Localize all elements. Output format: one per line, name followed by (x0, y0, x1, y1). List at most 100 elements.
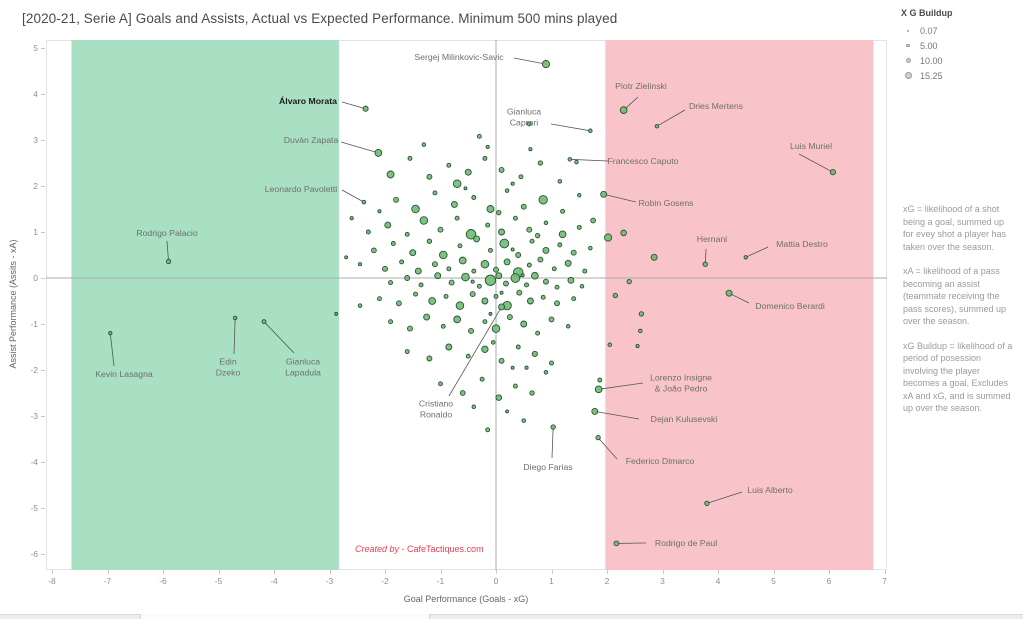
data-point[interactable] (535, 330, 541, 336)
data-point[interactable] (446, 266, 452, 272)
data-point[interactable] (619, 106, 628, 114)
data-point[interactable] (476, 133, 482, 139)
data-point[interactable] (574, 159, 579, 165)
data-point[interactable] (543, 278, 549, 285)
data-point[interactable] (570, 249, 577, 256)
data-point[interactable] (448, 279, 455, 286)
data-point[interactable] (473, 235, 481, 243)
data-point[interactable] (491, 324, 501, 333)
data-point[interactable] (725, 289, 733, 297)
data-point[interactable] (498, 228, 505, 236)
data-point[interactable] (528, 147, 533, 152)
data-point[interactable] (404, 231, 410, 237)
data-point[interactable] (526, 262, 532, 268)
data-point[interactable] (440, 323, 446, 329)
data-point[interactable] (377, 209, 382, 214)
data-point[interactable] (482, 155, 488, 161)
data-point[interactable] (384, 221, 392, 229)
data-point[interactable] (498, 166, 505, 173)
data-point[interactable] (371, 247, 377, 254)
data-point[interactable] (565, 324, 571, 329)
data-point[interactable] (445, 343, 453, 351)
data-point[interactable] (409, 249, 417, 257)
data-point[interactable] (595, 434, 601, 441)
data-point[interactable] (495, 394, 503, 401)
data-point[interactable] (488, 311, 493, 316)
size-legend-item[interactable]: 15.25 (901, 68, 1016, 83)
data-point[interactable] (534, 233, 541, 239)
data-point[interactable] (471, 404, 477, 410)
data-point[interactable] (505, 409, 510, 414)
data-point[interactable] (395, 300, 402, 307)
data-point[interactable] (549, 360, 554, 366)
data-point[interactable] (582, 268, 588, 274)
data-point[interactable] (423, 313, 431, 321)
data-point[interactable] (459, 390, 466, 396)
data-point[interactable] (465, 229, 477, 240)
data-point[interactable] (386, 170, 395, 179)
data-point[interactable] (476, 283, 482, 289)
data-point[interactable] (488, 247, 493, 253)
data-point[interactable] (520, 320, 528, 328)
data-point[interactable] (571, 296, 577, 302)
data-point[interactable] (577, 193, 582, 198)
data-point[interactable] (438, 381, 443, 387)
data-point[interactable] (554, 284, 560, 290)
data-point[interactable] (540, 294, 546, 300)
data-point[interactable] (484, 274, 497, 286)
data-point[interactable] (388, 319, 393, 325)
data-point[interactable] (542, 246, 550, 254)
data-point[interactable] (334, 311, 339, 316)
data-point[interactable] (638, 311, 645, 317)
data-point[interactable] (498, 303, 505, 311)
data-point[interactable] (432, 261, 438, 268)
data-point[interactable] (557, 179, 563, 184)
data-point[interactable] (538, 195, 548, 205)
data-point[interactable] (490, 340, 496, 345)
data-point[interactable] (165, 258, 172, 265)
data-point[interactable] (357, 303, 363, 308)
data-point[interactable] (437, 226, 444, 233)
data-point[interactable] (541, 60, 551, 69)
data-point[interactable] (450, 200, 458, 208)
data-point[interactable] (499, 290, 504, 295)
data-point[interactable] (558, 230, 567, 239)
data-point[interactable] (554, 300, 560, 307)
data-point[interactable] (588, 245, 593, 251)
data-point[interactable] (463, 186, 468, 191)
data-point[interactable] (393, 196, 400, 203)
data-point[interactable] (232, 315, 238, 321)
data-point[interactable] (620, 229, 627, 237)
data-point[interactable] (557, 242, 563, 248)
data-point[interactable] (485, 427, 491, 433)
data-point[interactable] (515, 344, 521, 350)
data-point[interactable] (377, 296, 382, 302)
data-point[interactable] (526, 297, 534, 305)
data-point[interactable] (503, 280, 509, 287)
data-point[interactable] (479, 376, 485, 382)
data-point[interactable] (564, 259, 572, 267)
data-point[interactable] (399, 259, 405, 265)
data-point[interactable] (530, 271, 539, 280)
data-point[interactable] (485, 222, 491, 228)
data-point[interactable] (470, 279, 475, 284)
data-point[interactable] (426, 173, 433, 180)
data-point[interactable] (457, 243, 463, 249)
data-point[interactable] (481, 297, 489, 305)
data-point[interactable] (506, 314, 513, 321)
data-point[interactable] (439, 250, 448, 260)
data-point[interactable] (480, 259, 490, 269)
data-point[interactable] (365, 229, 371, 235)
data-point[interactable] (526, 121, 532, 127)
data-point[interactable] (510, 247, 515, 252)
data-point[interactable] (590, 217, 596, 224)
data-point[interactable] (432, 190, 438, 196)
data-point[interactable] (531, 350, 538, 357)
data-point[interactable] (495, 272, 503, 280)
bottom-sheet-tab[interactable] (140, 614, 430, 619)
data-point[interactable] (469, 291, 476, 298)
data-point[interactable] (404, 349, 410, 355)
data-point[interactable] (510, 273, 521, 283)
data-point[interactable] (613, 540, 620, 547)
data-point[interactable] (404, 275, 411, 281)
